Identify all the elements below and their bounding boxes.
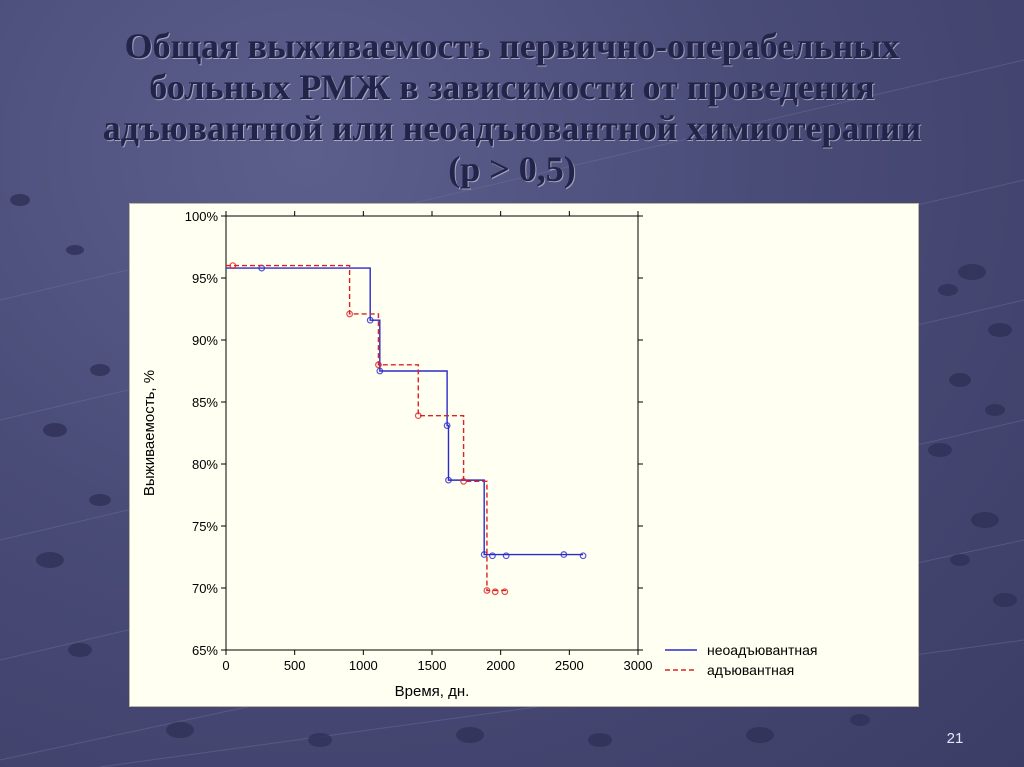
x-tick-label: 3000 — [624, 658, 653, 673]
x-tick-label: 1500 — [418, 658, 447, 673]
x-tick-label: 0 — [222, 658, 229, 673]
censor-mark — [229, 262, 237, 269]
censor-mark — [483, 587, 491, 594]
censor-mark — [560, 551, 568, 558]
censor-mark — [375, 361, 382, 369]
censor-mark — [480, 551, 488, 558]
series-line-adjuvant — [226, 264, 507, 592]
y-tick-label: 95% — [192, 271, 218, 286]
y-tick-label: 65% — [192, 643, 218, 658]
censor-mark — [376, 367, 384, 375]
legend-label: адъювантная — [707, 662, 794, 678]
slide-number: 21 — [946, 730, 964, 747]
x-tick-label: 1000 — [349, 658, 378, 673]
censor-mark — [502, 552, 510, 560]
title-line: адъювантной или неоадъювантной химиотера… — [102, 108, 922, 148]
y-tick-label: 85% — [192, 395, 218, 410]
survival-chart: 100% 95% 90% 85% 80% 75% 70% 65% 0 500 1000 1500 200… — [141, 209, 818, 700]
chart-panel: 100% 95% 90% 85% 80% 75% 70% 65% 0 500 1000 1500 200… — [129, 203, 919, 707]
censor-mark — [346, 310, 354, 318]
plot-frame — [225, 215, 639, 651]
censor-mark — [489, 552, 496, 560]
x-tick-label: 2000 — [486, 658, 515, 673]
y-tick-label: 75% — [192, 519, 218, 534]
y-tick-label: 80% — [192, 457, 218, 472]
censor-mark — [445, 476, 452, 484]
censor-mark — [460, 477, 467, 485]
slide-title: Общая выживаемость первично-операбельных… — [40, 26, 984, 190]
y-tick-label: 100% — [185, 209, 219, 224]
y-tick-label: 70% — [192, 581, 218, 596]
title-line: больных РМЖ в зависимости от проведения — [149, 67, 875, 107]
y-tick-label: 90% — [192, 333, 218, 348]
series-line-neoadjuvant — [226, 267, 584, 556]
x-tick-label: 2500 — [555, 658, 584, 673]
legend-label: неоадъювантная — [707, 642, 818, 658]
censor-mark — [501, 588, 509, 596]
title-line: (р > 0,5) — [448, 149, 576, 189]
censor-mark — [491, 588, 499, 596]
censor-mark — [366, 316, 374, 324]
x-axis-label: Время, дн. — [395, 683, 470, 700]
y-axis-label: Выживаемость, % — [141, 370, 158, 496]
censor-mark — [443, 422, 451, 429]
censor-mark — [579, 552, 587, 560]
x-tick-label: 500 — [284, 658, 306, 673]
title-line: Общая выживаемость первично-операбельных — [124, 26, 900, 66]
censor-mark — [414, 412, 422, 420]
